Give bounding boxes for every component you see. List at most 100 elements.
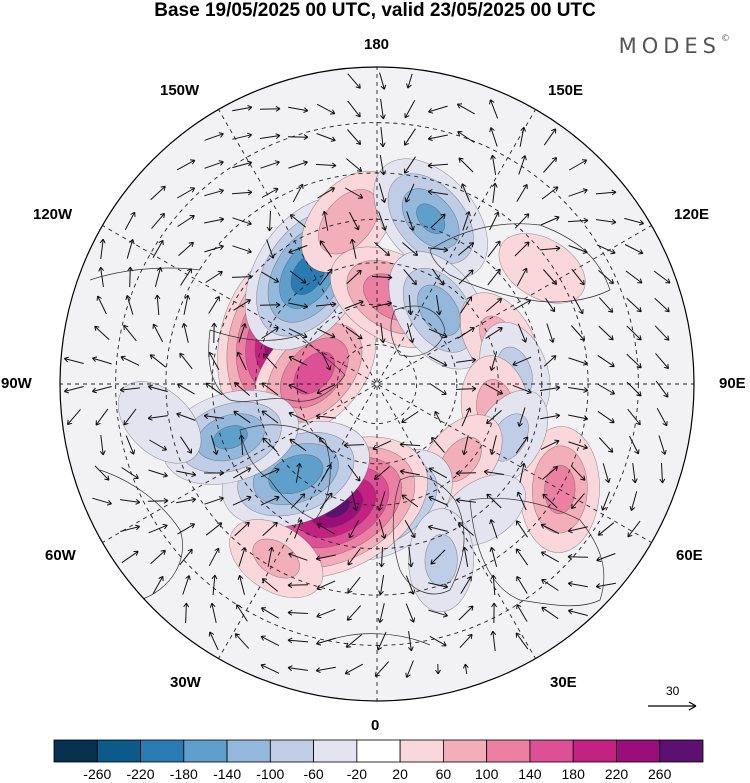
wind-vector [435,663,441,675]
wind-vector [210,435,219,455]
colorbar-swatch [356,739,401,763]
wind-vector [540,551,559,563]
wind-vector [486,493,502,509]
lon-label-90e: 90E [719,375,746,392]
wind-vector [233,299,251,311]
wind-vector [180,268,192,286]
wind-vector [205,522,223,536]
wind-vector [266,210,273,232]
wind-vector [322,210,329,231]
wind-vector [569,159,588,171]
lon-label-150w: 150W [160,82,200,99]
lon-label-30w: 30W [170,674,201,691]
wind-vector [148,469,168,478]
wind-vector [121,467,139,479]
wind-vector [430,549,446,565]
wind-vector [597,522,615,536]
wind-vector [203,413,224,420]
wind-vector [377,603,385,624]
wind-vector [348,211,360,231]
wind-vector [486,298,503,312]
wind-vector [233,382,250,396]
wind-vector [402,242,419,256]
wind-vector [211,322,218,344]
wind-vector [316,637,336,646]
wind-vector [567,553,589,560]
wind-vector [654,325,670,341]
wind-vector [379,155,386,176]
lon-label-30e: 30E [550,674,577,691]
wind-vector [260,607,279,619]
wind-vector [295,462,302,483]
wind-vector [489,99,499,119]
wind-vector [405,603,416,623]
coastlines [89,223,611,646]
latitude-circle [336,343,418,425]
wind-vector [345,326,363,340]
wind-vector [483,469,504,475]
wind-vector [261,382,279,396]
wind-vector [490,154,497,175]
wind-vector [427,189,448,195]
wind-vector [540,215,560,226]
wind-vector [460,575,472,594]
colorbar-swatch [572,739,617,763]
wind-vector [151,212,165,229]
wind-vector [232,245,252,254]
wind-vector [428,609,448,618]
wind-vector [598,325,614,341]
wind-vector [428,495,448,506]
wind-vector [627,408,641,426]
wind-vector [121,550,139,564]
wind-vector [123,324,137,342]
wind-vector [656,407,668,427]
wind-vector [154,266,163,287]
wind-vector [125,295,134,315]
latitude-circle [255,262,499,506]
wind-vector [459,633,473,649]
wind-vector [399,468,420,476]
wind-vector [378,183,387,203]
wind-vector [455,385,477,392]
wind-vector [205,382,223,396]
wind-vector [347,129,362,145]
colorbar-tick-label: 100 [475,766,499,782]
colorbar-tick-label: 20 [392,766,408,782]
wind-vector [289,214,307,228]
lon-label-150e: 150E [548,82,584,99]
wind-vector [399,441,421,448]
wind-vector [516,267,528,287]
wind-vector [427,134,448,142]
wind-vector [598,297,614,313]
wind-vector [543,355,557,367]
wind-vector [262,353,278,369]
wind-vector [377,491,386,511]
brand-mark: © [721,34,730,44]
wind-vector [208,351,220,370]
wind-vector [545,298,555,313]
wind-vector [176,383,195,395]
wind-vector [180,436,192,454]
wind-vector [406,323,415,344]
colorbar-swatch [659,739,704,763]
wind-vector [378,519,387,539]
wind-vector [626,353,642,369]
wind-vector [572,295,584,315]
wind-vector [92,356,112,365]
wind-vector [568,357,588,366]
wind-vector [543,269,558,285]
wind-vector [428,246,449,253]
wind-vector [568,245,588,254]
wind-vector [125,435,136,455]
wind-vector [401,494,419,508]
wind-vector [288,244,308,254]
wind-vector [232,160,253,169]
wind-vector [568,414,589,422]
wind-vector [541,606,559,620]
wind-vector [429,635,447,647]
wind-vector [655,380,669,398]
wind-vector [150,549,166,565]
wind-vector [596,219,617,225]
wind-vector [154,294,161,316]
